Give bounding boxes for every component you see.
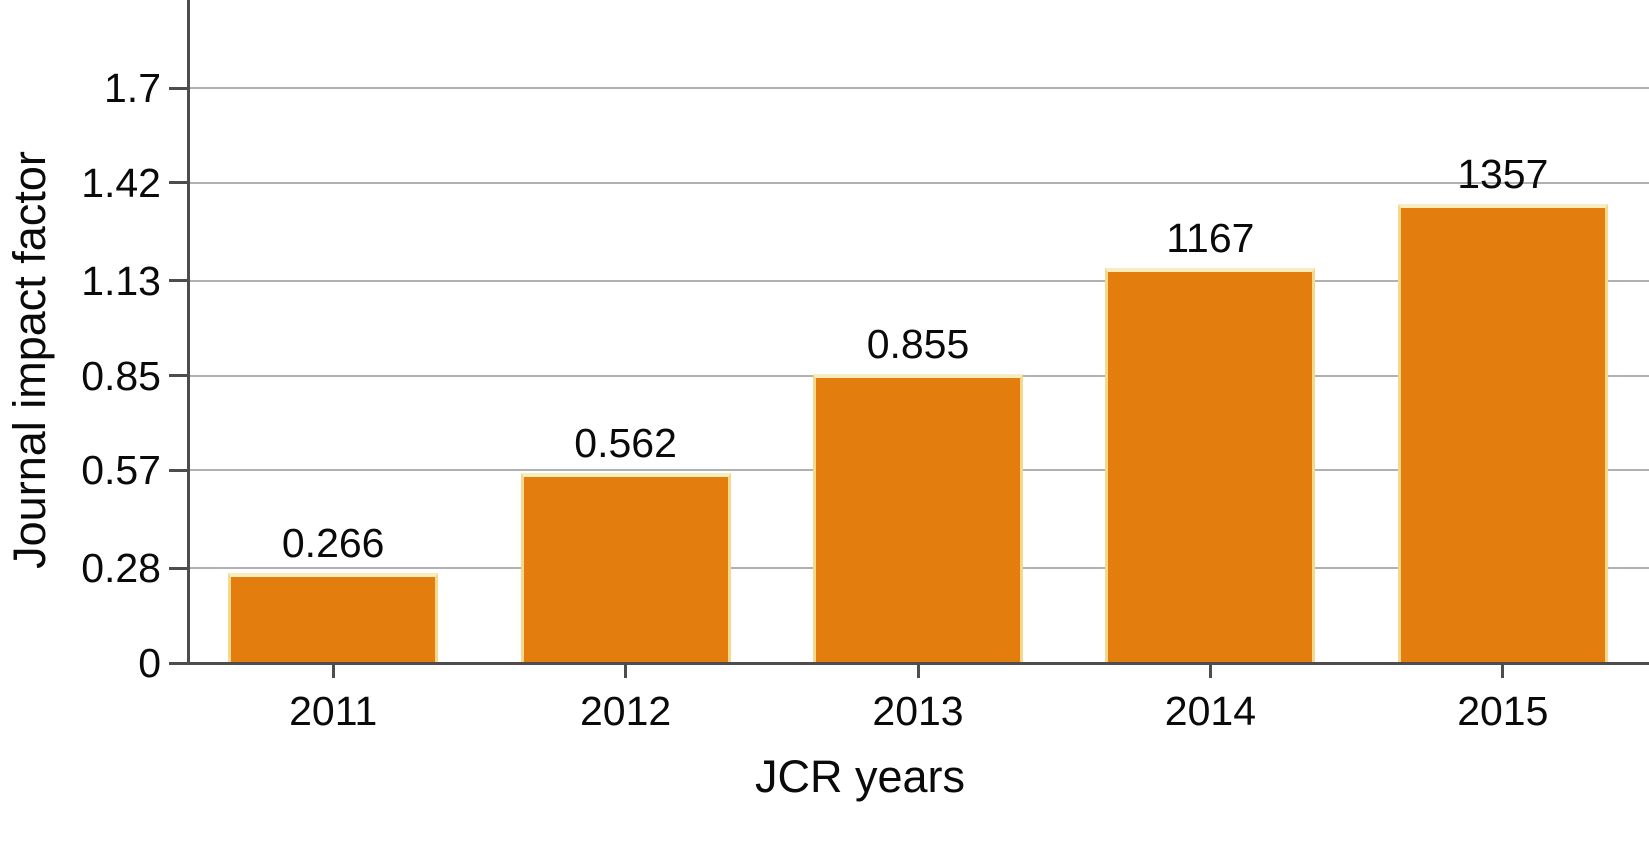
bar-value-label: 1167: [1166, 215, 1255, 262]
x-axis-tick-label: 2015: [1457, 688, 1549, 734]
y-axis-tick-label: 0.85: [81, 352, 161, 399]
x-axis-tick-label: 2014: [1164, 688, 1256, 734]
gridline: [187, 87, 1649, 89]
bar-2011: [228, 573, 439, 663]
x-axis-tick: [331, 663, 335, 678]
bar-2015: [1397, 204, 1608, 663]
y-axis-tick-label: 0.28: [81, 545, 161, 592]
y-axis-tick: [169, 374, 187, 377]
y-axis-tick: [169, 279, 187, 283]
x-axis-tick-label: 2011: [289, 688, 378, 734]
gridline: [187, 279, 1649, 282]
x-axis-title: JCR years: [754, 751, 966, 802]
y-axis-tick: [169, 566, 187, 570]
y-axis-tick-label: 1.7: [104, 65, 161, 111]
x-axis-line: [170, 662, 1649, 665]
x-axis-tick: [1501, 663, 1505, 678]
y-axis-tick: [169, 181, 187, 185]
y-axis-tick-label: 0.57: [81, 447, 161, 494]
gridline: [187, 181, 1649, 184]
bar-value-label: 1357: [1457, 151, 1549, 197]
bar-value-label: 0.562: [574, 419, 677, 466]
bar-2014: [1105, 268, 1316, 663]
x-axis-tick: [624, 663, 628, 678]
x-axis-tick: [1208, 663, 1212, 678]
x-axis-tick-label: 2013: [872, 688, 964, 734]
bar-value-label: 0.855: [866, 320, 970, 367]
bar-value-label: 0.266: [281, 520, 385, 567]
y-axis-tick-label: 0: [138, 640, 161, 686]
y-axis-tick: [169, 86, 187, 90]
x-axis-tick-label: 2012: [579, 688, 672, 734]
y-axis-tick-label: 1.13: [81, 257, 161, 304]
bar-2012: [520, 472, 731, 663]
x-axis-tick: [916, 663, 920, 678]
y-axis-tick-label: 1.42: [81, 159, 161, 206]
y-axis-tick: [169, 468, 187, 472]
bar-2013: [813, 373, 1023, 663]
y-axis-line: [187, 0, 190, 664]
